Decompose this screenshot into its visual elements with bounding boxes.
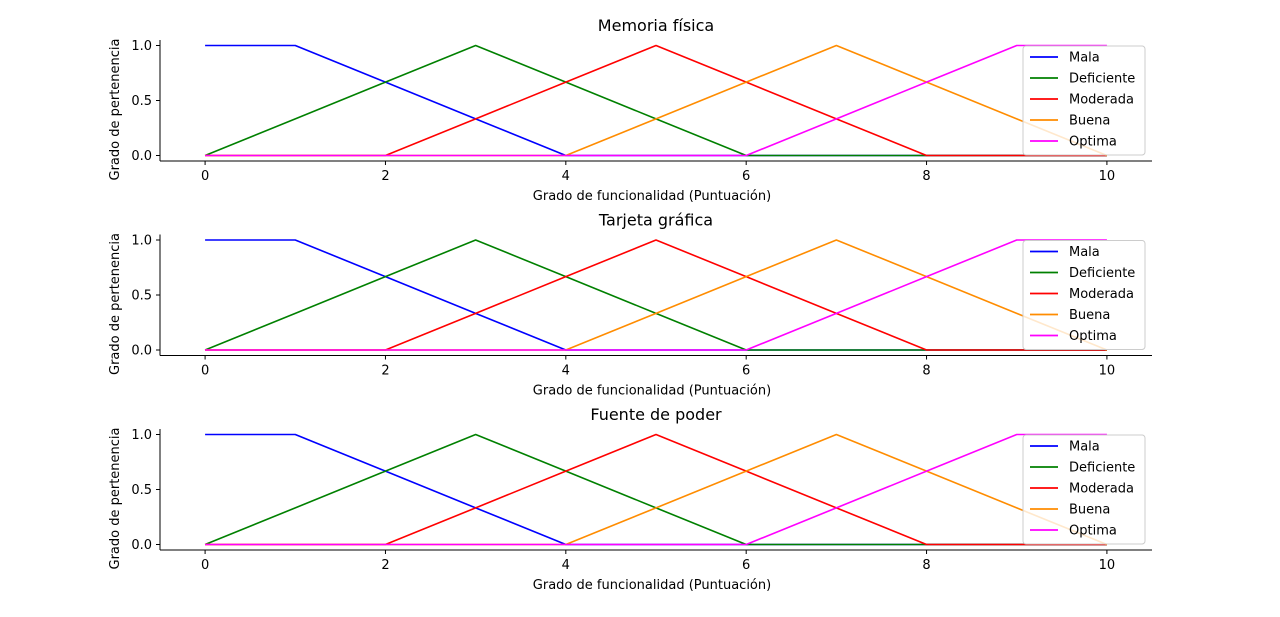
x-tick-label: 2 [381, 558, 389, 573]
x-tick-label: 8 [922, 169, 930, 184]
legend-label: Buena [1069, 114, 1110, 129]
legend: Mala Deficiente Moderada Buena Optima [1022, 45, 1146, 156]
x-tick-label: 6 [742, 364, 750, 379]
series-line-optima [205, 239, 1107, 351]
y-axis-label: Grado de pertenencia [108, 233, 123, 375]
legend-label: Mala [1069, 245, 1100, 260]
x-tick-label: 6 [742, 169, 750, 184]
legend-label: Optima [1069, 329, 1117, 344]
x-tick-label: 10 [1099, 558, 1116, 573]
y-tick-label: 1.0 [131, 39, 152, 54]
chart-title: Fuente de poder [590, 405, 722, 424]
x-tick-label: 8 [922, 558, 930, 573]
chart-panel-3: Fuente de poder 0 2 4 6 8 10 0.0 0.5 1.0 Grado de … [108, 405, 1152, 593]
y-tick-label: 0.5 [131, 94, 152, 109]
legend-label: Buena [1069, 308, 1110, 323]
x-axis-label: Grado de funcionalidad (Puntuación) [533, 578, 771, 593]
legend: Mala Deficiente Moderada Buena Optima [1022, 240, 1146, 350]
y-tick-label: 0.5 [131, 289, 152, 304]
x-tick-label: 4 [562, 364, 570, 379]
legend-label: Optima [1069, 135, 1117, 150]
legend-label: Mala [1069, 51, 1100, 66]
legend-box [1022, 45, 1146, 156]
x-tick-label: 6 [742, 558, 750, 573]
chart-panel-1: Memoria física 0 2 4 6 8 10 0.0 0.5 1.0 Grado de f… [108, 16, 1152, 204]
legend-label: Mala [1069, 440, 1100, 455]
y-tick-label: 1.0 [131, 428, 152, 443]
chart-title: Memoria física [598, 16, 714, 35]
x-tick-label: 2 [381, 169, 389, 184]
chart-panel-2: Tarjeta gráfica 0 2 4 6 8 10 0.0 0.5 1.0 Grado de … [108, 211, 1152, 399]
legend-label: Moderada [1069, 482, 1134, 497]
legend-label: Deficiente [1069, 72, 1135, 87]
x-axis-label: Grado de funcionalidad (Puntuación) [533, 384, 771, 399]
legend-label: Deficiente [1069, 266, 1135, 281]
x-tick-label: 2 [381, 364, 389, 379]
legend: Mala Deficiente Moderada Buena Optima [1022, 434, 1146, 545]
y-tick-label: 0.0 [131, 538, 152, 553]
x-tick-label: 4 [562, 169, 570, 184]
legend-box [1022, 434, 1146, 545]
y-tick-label: 1.0 [131, 234, 152, 249]
x-tick-label: 8 [922, 364, 930, 379]
chart-title: Tarjeta gráfica [598, 211, 713, 230]
legend-box [1022, 240, 1146, 350]
x-tick-label: 0 [201, 558, 209, 573]
legend-label: Optima [1069, 524, 1117, 539]
legend-label: Moderada [1069, 287, 1134, 302]
legend-label: Buena [1069, 503, 1110, 518]
y-tick-label: 0.5 [131, 483, 152, 498]
series-line-optima [205, 44, 1107, 157]
legend-label: Deficiente [1069, 461, 1135, 476]
y-axis-label: Grado de pertenencia [108, 39, 123, 181]
legend-label: Moderada [1069, 93, 1134, 108]
y-axis-label: Grado de pertenencia [108, 428, 123, 570]
y-tick-label: 0.0 [131, 344, 152, 359]
y-tick-label: 0.0 [131, 149, 152, 164]
x-tick-label: 10 [1099, 364, 1116, 379]
x-axis-label: Grado de funcionalidad (Puntuación) [533, 189, 771, 204]
x-tick-label: 4 [562, 558, 570, 573]
x-tick-label: 0 [201, 169, 209, 184]
x-tick-label: 10 [1099, 169, 1116, 184]
series-line-optima [205, 433, 1107, 546]
x-tick-label: 0 [201, 364, 209, 379]
